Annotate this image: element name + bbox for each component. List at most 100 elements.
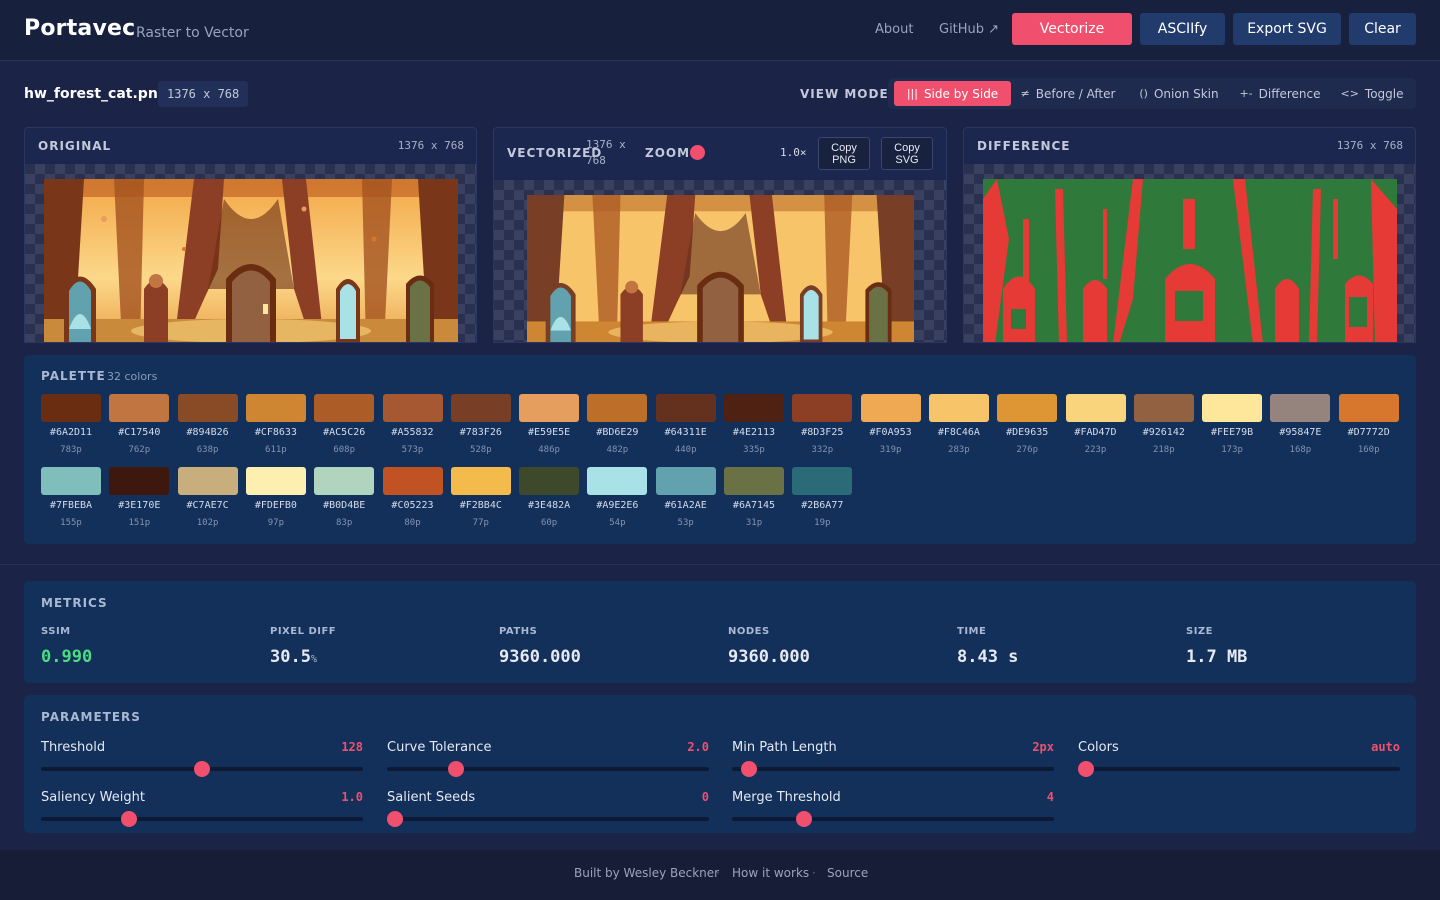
palette-swatch[interactable]: #7FBEBA 155p — [41, 467, 101, 531]
file-name: hw_forest_cat.png — [24, 86, 168, 102]
palette-swatch[interactable]: #F0A953 319p — [860, 394, 921, 458]
palette-swatch[interactable]: #F2BB4C 77p — [450, 467, 511, 531]
palette-swatch[interactable]: #926142 218p — [1133, 394, 1194, 458]
param-slider-handle-salient-seeds[interactable] — [387, 811, 403, 827]
palette-swatch[interactable]: #DE9635 276p — [997, 394, 1058, 458]
palette-swatch[interactable]: #C05223 80p — [382, 467, 443, 531]
difference-canvas[interactable] — [964, 164, 1415, 342]
palette-swatch-count: 80p — [404, 518, 421, 528]
palette-swatch-hex: #A9E2E6 — [596, 500, 639, 511]
palette-swatch[interactable]: #A9E2E6 54p — [587, 467, 648, 531]
palette-swatch-count: 53p — [677, 518, 694, 528]
param-slider-saliency-weight[interactable] — [41, 817, 363, 821]
zoom-slider-handle[interactable] — [690, 145, 705, 160]
param-slider-handle-merge-threshold[interactable] — [796, 811, 813, 827]
vectorized-dims-line1: 1376 x — [586, 138, 626, 151]
view-mode-onion-skin[interactable]: () Onion Skin — [1132, 81, 1226, 106]
vectorize-button[interactable]: Vectorize — [1012, 13, 1132, 45]
palette-swatch-color — [177, 467, 238, 495]
palette-swatch[interactable]: #783F26 528p — [450, 394, 511, 458]
palette-swatch-color — [792, 467, 853, 495]
view-mode-label-difference: Difference — [1258, 86, 1321, 101]
footer-built-by-link[interactable]: Built by Wesley Beckner — [574, 866, 720, 880]
param-slider-handle-threshold[interactable] — [194, 761, 210, 777]
palette-swatch-count: 319p — [879, 445, 902, 455]
palette-swatch-color — [41, 394, 101, 422]
original-panel-header: ORIGINAL 1376 x 768 — [25, 128, 476, 164]
palette-swatch[interactable]: #D7772D 160p — [1338, 394, 1399, 458]
palette-swatch[interactable]: #6A2D11 783p — [41, 394, 101, 458]
vectorized-canvas[interactable] — [494, 180, 946, 342]
param-slider-handle-curve-tolerance[interactable] — [448, 761, 465, 777]
palette-swatch-color — [245, 467, 306, 495]
view-mode-label-side-by-side: Side by Side — [923, 86, 999, 101]
param-slider-handle-saliency-weight[interactable] — [120, 811, 137, 827]
palette-swatch[interactable]: #2B6A77 19p — [792, 467, 853, 531]
metrics-card: METRICS SSIM 0.990 PIXEL DIFF 30.5% PATH… — [24, 581, 1416, 683]
palette-swatch-color — [860, 394, 921, 422]
metric-nodes-value: 9360.000 — [728, 647, 810, 667]
view-mode-toggle[interactable]: <> Toggle — [1338, 81, 1406, 106]
copy-png-button[interactable]: Copy PNG — [818, 137, 870, 170]
palette-swatch-hex: #FEE79B — [1211, 427, 1254, 438]
palette-swatch[interactable]: #FDEFB0 97p — [245, 467, 306, 531]
param-slider-salient-seeds[interactable] — [387, 817, 709, 821]
param-slider-merge-threshold[interactable] — [732, 817, 1054, 821]
param-slider-min-path-length[interactable] — [732, 767, 1054, 771]
param-slider-colors[interactable] — [1078, 767, 1400, 771]
palette-swatch[interactable]: #64311E 440p — [655, 394, 716, 458]
palette-swatch-hex: #F2BB4C — [459, 500, 502, 511]
palette-swatch[interactable]: #C17540 762p — [109, 394, 170, 458]
palette-card: PALETTE 32 colors #6A2D11 783p #C17540 762p… — [24, 355, 1416, 544]
palette-swatch-hex: #F0A953 — [869, 427, 912, 438]
palette-swatch[interactable]: #B0D4BE 83p — [314, 467, 375, 531]
copy-svg-button[interactable]: Copy SVG — [881, 137, 933, 170]
asciify-button[interactable]: ASCIIfy — [1140, 13, 1225, 45]
palette-swatch-color — [41, 467, 101, 495]
palette-swatch-color — [724, 467, 784, 495]
palette-swatch-count: 608p — [333, 445, 356, 455]
palette-swatch[interactable]: #4E2113 335p — [724, 394, 784, 458]
param-label-curve-tolerance: Curve Tolerance — [387, 740, 492, 755]
compare-icon: ≠ — [1020, 87, 1030, 100]
palette-swatch-hex: #E59E5E — [528, 427, 571, 438]
param-slider-handle-colors[interactable] — [1078, 761, 1094, 777]
palette-swatch[interactable]: #BD6E29 482p — [587, 394, 648, 458]
palette-swatch[interactable]: #3E482A 60p — [519, 467, 580, 531]
footer-source-link[interactable]: Source — [827, 866, 869, 880]
view-mode-before-after[interactable]: ≠ Before / After — [1018, 81, 1118, 106]
palette-swatch[interactable]: #8D3F25 332p — [792, 394, 853, 458]
view-mode-difference[interactable]: +- Difference — [1236, 81, 1324, 106]
palette-swatch[interactable]: #FAD47D 223p — [1065, 394, 1126, 458]
palette-swatch[interactable]: #CF8633 611p — [245, 394, 306, 458]
original-panel: ORIGINAL 1376 x 768 — [24, 127, 477, 343]
original-canvas[interactable] — [25, 164, 476, 342]
palette-swatch[interactable]: #3E170E 151p — [109, 467, 170, 531]
palette-swatch[interactable]: #F8C46A 283p — [928, 394, 989, 458]
palette-swatch[interactable]: #C7AE7C 102p — [177, 467, 238, 531]
clear-button[interactable]: Clear — [1349, 13, 1416, 45]
palette-swatch[interactable]: #E59E5E 486p — [519, 394, 580, 458]
nav-about-link[interactable]: About — [875, 22, 914, 37]
param-slider-handle-min-path-length[interactable] — [741, 761, 758, 777]
footer: Built by Wesley Beckner · How it works ·… — [0, 850, 1440, 900]
palette-swatch-count: 151p — [128, 518, 151, 528]
metric-ssim-label: SSIM — [41, 626, 71, 637]
palette-swatch[interactable]: #A55832 573p — [382, 394, 443, 458]
view-mode-side-by-side[interactable]: ||| Side by Side — [894, 81, 1011, 106]
palette-swatch[interactable]: #894B26 638p — [177, 394, 238, 458]
param-slider-curve-tolerance[interactable] — [387, 767, 709, 771]
metric-pixel-diff-unit: % — [310, 654, 317, 665]
palette-swatch-hex: #BD6E29 — [596, 427, 639, 438]
palette-swatch[interactable]: #61A2AE 53p — [655, 467, 716, 531]
palette-swatch[interactable]: #6A7145 31p — [724, 467, 784, 531]
palette-swatch[interactable]: #AC5C26 608p — [314, 394, 375, 458]
footer-how-it-works-link[interactable]: How it works — [732, 866, 810, 880]
export-svg-button[interactable]: Export SVG — [1233, 13, 1341, 45]
brand-logo[interactable]: Portavec — [24, 16, 136, 41]
palette-swatch-hex: #AC5C26 — [323, 427, 366, 438]
palette-swatch[interactable]: #FEE79B 173p — [1202, 394, 1263, 458]
palette-swatch[interactable]: #95847E 168p — [1270, 394, 1331, 458]
difference-panel-header: DIFFERENCE 1376 x 768 — [964, 128, 1415, 164]
nav-github-link[interactable]: GitHub ↗ — [939, 22, 1000, 37]
